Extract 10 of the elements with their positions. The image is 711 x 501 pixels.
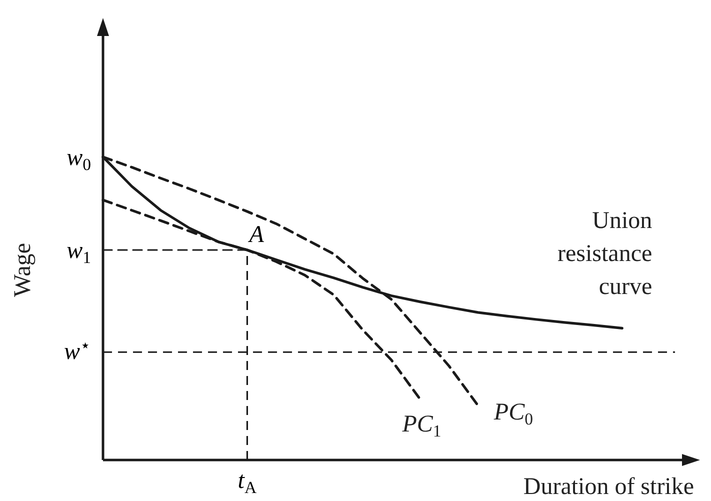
series-label: PC$_{1}$ [401,411,442,440]
annotation: A [247,222,264,248]
ref-line-label: w$^{⋆}$ [64,336,91,366]
text: w$_{0}$ [66,144,91,174]
series-label: PC$_{0}$ [492,399,533,429]
text: w$_{1}$ [66,238,91,268]
text: t$_{A}$ [238,468,257,498]
x-axis-title: Duration of strike [523,474,694,500]
y-axis-title: Wage [10,242,36,298]
series-label: Union resistance curve [558,208,652,300]
